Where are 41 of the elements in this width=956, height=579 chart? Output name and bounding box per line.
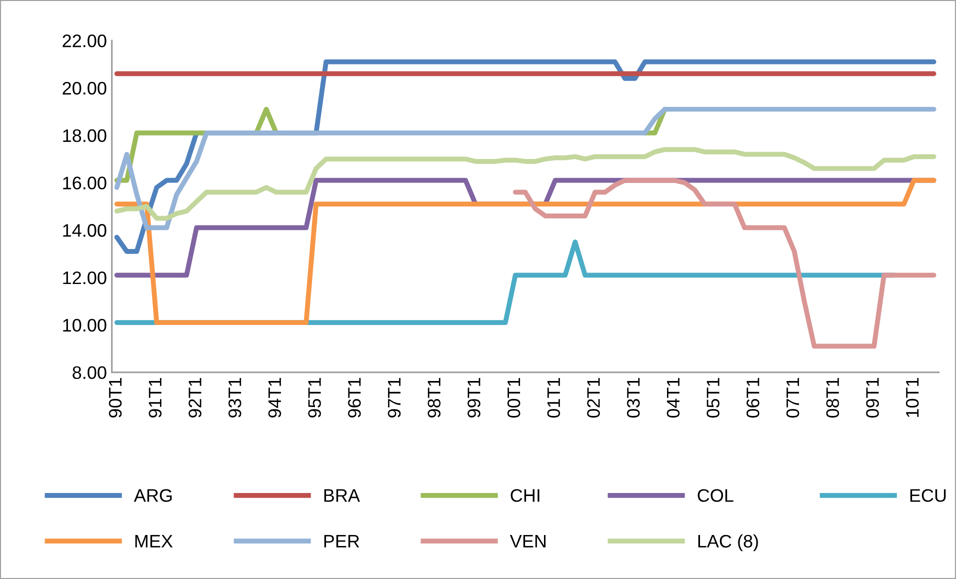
y-tick-label: 16.00: [63, 176, 106, 190]
y-tick-label: 12.00: [63, 271, 106, 284]
legend-label: VEN: [510, 535, 546, 548]
y-tick-label: 20.00: [62, 82, 106, 95]
legend-label: BRA: [324, 489, 360, 502]
legend-label: MEX: [135, 535, 173, 548]
x-tick-label: 97T1: [388, 378, 401, 418]
legend-label: ECU: [910, 489, 946, 502]
legend-label: ARG: [134, 489, 172, 502]
x-tick-label: 94T1: [268, 378, 282, 418]
y-tick-label: 8.00: [72, 366, 106, 380]
x-tick-label: 10T1: [906, 378, 919, 417]
line-series: [512, 178, 936, 349]
x-tick-label: 03T1: [626, 378, 640, 418]
line-series: [114, 147, 936, 221]
x-tick-label: 01T1: [547, 378, 560, 418]
legend-label: PER: [324, 535, 360, 548]
x-tick-label: 08T1: [826, 378, 840, 418]
y-tick-label: 18.00: [63, 129, 106, 142]
legend-label: COL: [698, 489, 734, 502]
x-tick-label: 07T1: [786, 378, 800, 418]
line-series: [114, 106, 936, 230]
x-tick-label: 00T1: [507, 378, 520, 418]
x-tick-label: 93T1: [228, 378, 242, 418]
x-tick-label: 06T1: [746, 378, 760, 418]
x-tick-label: 92T1: [188, 378, 202, 418]
x-tick-label: 95T1: [308, 378, 321, 418]
legend-label: CHI: [510, 489, 540, 502]
x-tick-label: 05T1: [706, 378, 720, 418]
x-tick-label: 90T1: [108, 378, 122, 418]
y-tick-label: 22.00: [62, 34, 106, 48]
y-tick-label: 10.00: [63, 318, 106, 332]
x-tick-label: 09T1: [866, 378, 879, 418]
x-tick-label: 02T1: [587, 378, 600, 418]
y-tick-label: 14.00: [63, 224, 106, 237]
x-tick-label: 98T1: [428, 378, 440, 418]
legend-label: LAC (8): [698, 534, 758, 552]
x-tick-label: 04T1: [666, 378, 680, 418]
x-tick-label: 91T1: [148, 378, 162, 418]
x-tick-label: 99T1: [468, 378, 480, 418]
x-tick-label: 96T1: [348, 378, 361, 418]
